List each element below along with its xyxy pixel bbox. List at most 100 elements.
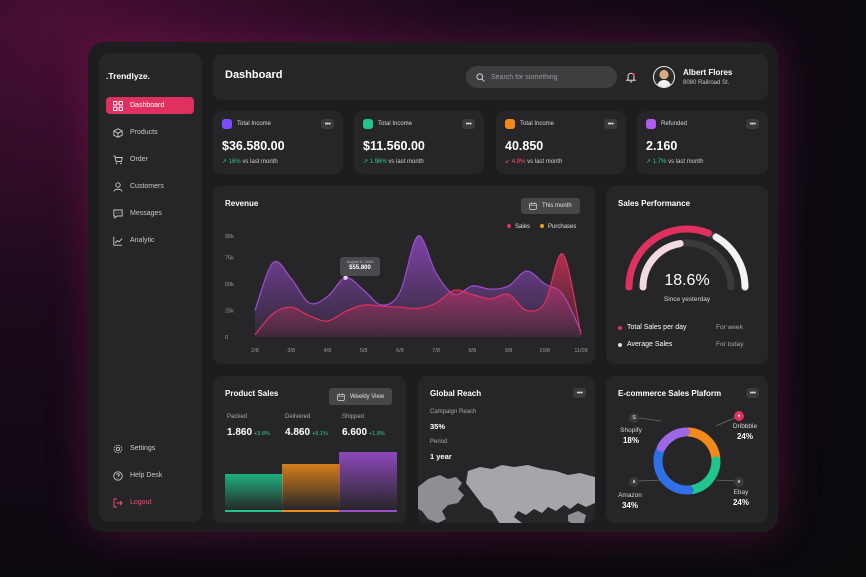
legend-sales: Sales	[507, 224, 530, 230]
x-tick-label: 3/8	[287, 348, 295, 354]
user-address: 8080 Railroad St.	[683, 80, 730, 86]
platform-amazon: Amazon 34%	[618, 492, 642, 510]
bell-icon[interactable]	[625, 71, 637, 83]
nav-item-logout[interactable]: Logout	[106, 494, 194, 511]
bar-delivered	[282, 464, 340, 512]
chart-line-icon	[113, 236, 123, 246]
revenue-chart: 0 25k 50k 75k 95k 2/8 3/8 4/8 5/8 6/8 7/8 8/8 9/8 10/…	[225, 234, 588, 354]
nav-item-help-desk[interactable]: Help Desk	[106, 467, 194, 484]
search-box[interactable]	[466, 66, 617, 88]
this-month-button[interactable]: This month	[521, 198, 580, 214]
change-suffix: vs last month	[527, 159, 563, 165]
nav-item-settings[interactable]: Settings	[106, 440, 194, 457]
change-percent: 16%	[228, 159, 241, 165]
nav-item-products[interactable]: Products	[106, 124, 194, 141]
product-sales-card: Product Sales Weekly View Packed Deliver…	[213, 376, 406, 523]
sales-performance-card: Sales Performance 18.6% Since yesterday …	[606, 186, 768, 364]
packed-label: Packed	[227, 414, 248, 420]
chat-icon	[113, 209, 123, 219]
global-reach-title: Global Reach	[430, 389, 482, 398]
more-button[interactable]: •••	[573, 388, 586, 398]
nav-label: Order	[130, 156, 148, 163]
logout-icon	[113, 498, 123, 507]
sales-performance-title: Sales Performance	[618, 199, 691, 208]
platform-dribbble: Dribbble 24%	[732, 423, 758, 441]
legend-average-sales: Average Sales For today	[618, 341, 743, 348]
period-label: Period	[430, 439, 448, 445]
ecommerce-title: E-commerce Sales Plaform	[618, 389, 722, 398]
calendar-icon	[529, 202, 537, 210]
filter-label: This month	[542, 203, 572, 209]
stat-card: Refunded ••• 2.160 ↗ 1.7% vs last month	[637, 111, 768, 174]
legend-purchases: Purchases	[540, 224, 576, 230]
gauge-outer-fill	[625, 225, 712, 291]
nav-label: Analytic	[130, 237, 155, 244]
nav-item-messages[interactable]: Messages	[106, 205, 194, 222]
stat-label: Total Income	[237, 121, 272, 127]
cart-icon	[113, 155, 123, 164]
tooltip-point[interactable]	[343, 275, 348, 280]
more-button[interactable]: •••	[604, 119, 617, 129]
tooltip-date: August 6, 2026	[346, 259, 374, 264]
search-input[interactable]	[491, 73, 601, 81]
donut-slice-shopify	[656, 427, 690, 452]
trend-up-icon: ↗	[646, 159, 652, 165]
y-tick-label: 0	[225, 335, 228, 341]
x-tick-label: 4/8	[324, 348, 332, 354]
x-tick-label: 10/8	[539, 348, 550, 354]
series-line-sales	[254, 253, 582, 336]
stat-label: Total Income	[520, 121, 555, 127]
more-button[interactable]: •••	[462, 119, 475, 129]
change-percent: 1.96%	[369, 159, 387, 165]
sidebar: .Trendlyze. Dashboard Products Order Cus…	[99, 53, 202, 522]
donut-slice-dribbble	[684, 427, 721, 463]
trend-up-icon: ↗	[222, 159, 228, 165]
weekly-view-button[interactable]: Weekly View	[329, 388, 393, 405]
user-name: Albert Flores	[683, 68, 733, 77]
stat-change: ↗ 1.7% vs last month	[646, 158, 703, 165]
dribbble-icon: ●	[734, 411, 744, 421]
grid-icon	[113, 100, 123, 111]
nav-label: Dashboard	[130, 102, 165, 109]
search-icon	[476, 72, 485, 82]
avatar[interactable]	[653, 66, 675, 88]
bar-shipped	[339, 452, 397, 512]
donut-slice-ebay	[687, 456, 721, 495]
change-suffix: vs last month	[668, 159, 704, 165]
shopify-icon: S	[629, 413, 639, 423]
box-icon	[113, 127, 123, 138]
x-tick-label: 6/8	[396, 348, 404, 354]
more-button[interactable]: •••	[746, 119, 759, 129]
nav-item-order[interactable]: Order	[106, 151, 194, 168]
more-button[interactable]: •••	[746, 388, 759, 398]
platform-shopify: Shopify 18%	[620, 427, 642, 445]
delivered-label: Delivered	[285, 414, 311, 420]
amazon-icon: a	[629, 477, 639, 487]
campaign-value: 35%	[430, 422, 446, 431]
stat-card: Total Income ••• $36.580.00 ↗ 16% vs las…	[213, 111, 343, 174]
nav-item-analytic[interactable]: Analytic	[106, 232, 194, 249]
refund-icon	[646, 119, 656, 129]
stat-value: 40.850	[505, 139, 544, 153]
help-icon	[113, 470, 123, 481]
performance-percent: 18.6%	[664, 272, 710, 289]
stat-change: ↗ 16% vs last month	[222, 158, 278, 165]
nav-item-dashboard[interactable]: Dashboard	[106, 97, 194, 114]
connector-line	[638, 417, 662, 422]
y-tick-label: 25k	[225, 308, 234, 314]
more-button[interactable]: •••	[321, 119, 334, 129]
nav-label: Help Desk	[130, 472, 163, 479]
global-reach-card: Global Reach ••• Campaign Reach 35% Peri…	[418, 376, 595, 523]
revenue-card: Revenue This month Sales Purchases 0 25k 5…	[213, 186, 595, 364]
performance-caption: Since yesterday	[663, 296, 711, 303]
user-icon	[113, 181, 123, 192]
legend-total-sales: Total Sales per day For week	[618, 324, 743, 331]
ebay-icon: e	[734, 477, 744, 487]
platform-donut-chart	[638, 415, 740, 495]
wallet-icon	[222, 119, 232, 129]
nav-item-customers[interactable]: Customers	[106, 178, 194, 195]
nav-label: Customers	[130, 183, 164, 190]
revenue-title: Revenue	[225, 199, 259, 208]
x-tick-label: 2/8	[251, 348, 259, 354]
packed-value: 1.860 +3.8%	[227, 427, 270, 438]
